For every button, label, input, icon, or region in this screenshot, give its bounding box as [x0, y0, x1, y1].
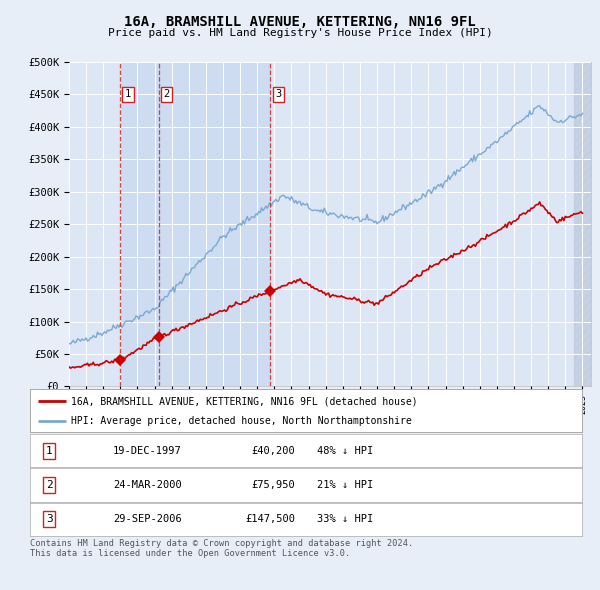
Bar [158, 62, 270, 386]
Text: 2: 2 [164, 90, 170, 99]
Text: 3: 3 [275, 90, 281, 99]
Text: 48% ↓ HPI: 48% ↓ HPI [317, 446, 373, 455]
Text: 19-DEC-1997: 19-DEC-1997 [113, 446, 182, 455]
Text: 29-SEP-2006: 29-SEP-2006 [113, 514, 182, 524]
Text: £40,200: £40,200 [251, 446, 295, 455]
Text: £147,500: £147,500 [245, 514, 295, 524]
Text: 33% ↓ HPI: 33% ↓ HPI [317, 514, 373, 524]
Text: 16A, BRAMSHILL AVENUE, KETTERING, NN16 9FL: 16A, BRAMSHILL AVENUE, KETTERING, NN16 9… [124, 15, 476, 30]
Text: Contains HM Land Registry data © Crown copyright and database right 2024.
This d: Contains HM Land Registry data © Crown c… [30, 539, 413, 558]
Text: 16A, BRAMSHILL AVENUE, KETTERING, NN16 9FL (detached house): 16A, BRAMSHILL AVENUE, KETTERING, NN16 9… [71, 396, 418, 407]
Text: Price paid vs. HM Land Registry's House Price Index (HPI): Price paid vs. HM Land Registry's House … [107, 28, 493, 38]
Text: 1: 1 [46, 446, 53, 455]
Text: 2: 2 [46, 480, 53, 490]
Bar [120, 62, 158, 386]
Text: 21% ↓ HPI: 21% ↓ HPI [317, 480, 373, 490]
Text: 3: 3 [46, 514, 53, 524]
Text: 24-MAR-2000: 24-MAR-2000 [113, 480, 182, 490]
Text: £75,950: £75,950 [251, 480, 295, 490]
Text: 1: 1 [125, 90, 131, 99]
Bar [574, 62, 591, 386]
Text: HPI: Average price, detached house, North Northamptonshire: HPI: Average price, detached house, Nort… [71, 417, 412, 426]
